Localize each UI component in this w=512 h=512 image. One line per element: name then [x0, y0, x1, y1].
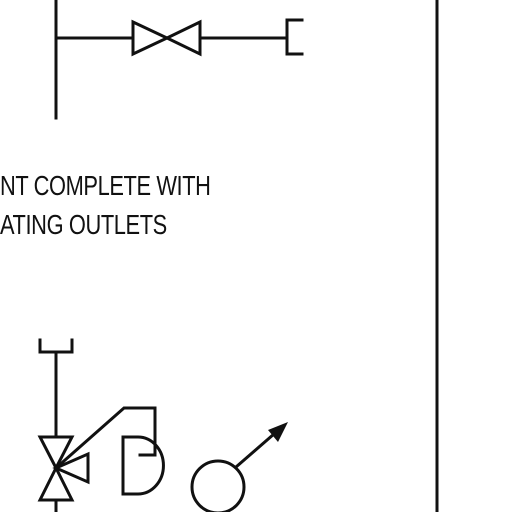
actuator-linkage — [53, 406, 157, 471]
gate-valve-icon — [131, 19, 202, 57]
arrow-head — [268, 422, 288, 442]
direction-arrow-icon — [233, 431, 277, 470]
note-text-line-2: ATING OUTLETS — [0, 209, 167, 240]
note-text-line-1: NT COMPLETE WITH — [0, 170, 211, 201]
pipe-cap-icon — [285, 18, 304, 56]
actuator-icon — [121, 435, 165, 496]
three-way-valve-icon — [37, 435, 90, 502]
instrument-circle-icon — [190, 459, 246, 512]
lower-pipe-cap-icon — [38, 338, 74, 354]
